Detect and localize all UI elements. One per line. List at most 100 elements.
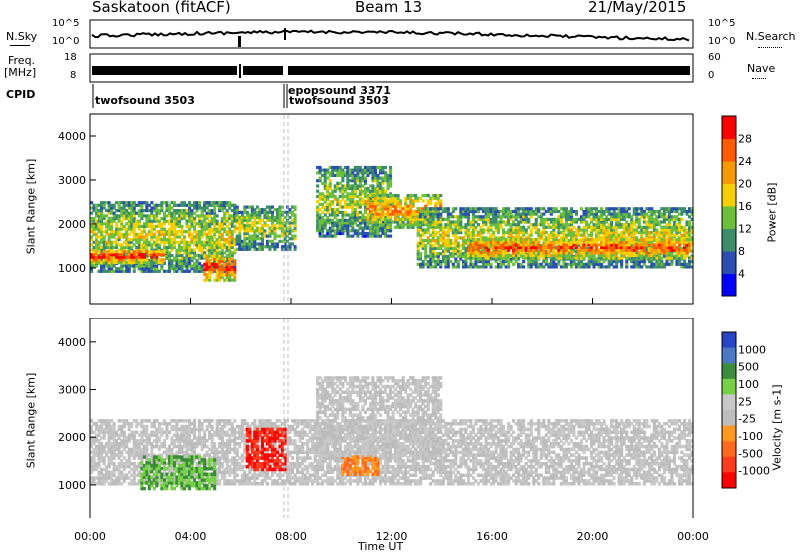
power-cell [685, 246, 689, 250]
power-cell [625, 262, 629, 266]
power-cell [193, 238, 197, 242]
power-cell [248, 242, 252, 246]
power-cell [270, 242, 274, 246]
power-cell [469, 265, 473, 269]
power-cell [95, 209, 99, 213]
power-cell [203, 267, 207, 272]
power-cell [592, 248, 596, 252]
power-cell [331, 221, 335, 225]
power-cell [225, 240, 229, 244]
power-cell [597, 260, 601, 264]
power-cell [167, 211, 171, 215]
power-cell [680, 233, 684, 237]
power-cell [215, 203, 219, 207]
power-cell [268, 205, 272, 209]
power-cell [499, 251, 503, 255]
power-cell [378, 171, 382, 175]
power-cell [532, 245, 536, 250]
power-cell [328, 218, 332, 222]
power-cell [167, 243, 171, 247]
power-cell [167, 238, 171, 242]
power-cell [205, 201, 209, 205]
power-cell [502, 256, 506, 260]
power-cell [170, 248, 174, 252]
power-cell [228, 265, 232, 269]
power-cell [130, 245, 134, 250]
power-cell [172, 240, 176, 244]
power-cell [585, 228, 589, 232]
power-cell [105, 240, 109, 244]
power-cell [492, 209, 496, 214]
power-cell [632, 220, 636, 224]
power-cell [288, 231, 292, 236]
power-cell [459, 207, 463, 211]
power-cell [120, 209, 124, 213]
power-cell [489, 209, 493, 214]
power-cell [167, 264, 171, 268]
power-cell [675, 217, 679, 221]
power-cell [615, 217, 619, 221]
power-cell [112, 235, 116, 239]
power-cell [142, 224, 146, 228]
power-cell [373, 176, 377, 180]
power-cell [333, 216, 337, 220]
power-cell [627, 248, 631, 252]
power-cell [170, 267, 174, 271]
power-cell [225, 216, 229, 221]
power-cell [115, 267, 119, 271]
power-cell [655, 215, 659, 219]
power-cell [449, 238, 453, 243]
power-cell [183, 216, 187, 221]
power-cell [117, 258, 121, 262]
power-cell [421, 199, 425, 203]
power-cell [600, 220, 604, 224]
power-cell [193, 264, 197, 268]
power-cell [487, 251, 491, 255]
power-cell [177, 235, 181, 239]
power-cell [549, 257, 553, 261]
power-cell [597, 231, 601, 235]
power-cell [155, 211, 159, 215]
power-cell [640, 209, 644, 214]
power-cell [670, 236, 674, 240]
power-cell [489, 217, 493, 221]
power-cell [401, 212, 405, 216]
power-cell [90, 264, 94, 268]
power-cell [522, 245, 526, 250]
power-cell [514, 236, 518, 240]
power-cell [481, 240, 485, 244]
power-cell [680, 246, 684, 250]
power-cell [564, 253, 568, 258]
power-cell [346, 221, 350, 225]
power-cell [419, 209, 423, 214]
power-cell [645, 212, 649, 216]
power-cell [381, 209, 385, 214]
power-cell [371, 192, 375, 196]
power-cell [167, 261, 171, 265]
power-cell [203, 209, 207, 213]
power-cell [110, 240, 114, 244]
power-cell [605, 220, 609, 224]
power-cell [569, 223, 573, 227]
power-cell [250, 224, 254, 228]
power-cell [225, 209, 229, 213]
power-cell [660, 251, 664, 255]
power-cell [514, 238, 518, 242]
freq-tick-top: 18 [64, 52, 77, 63]
power-cell [228, 201, 232, 205]
power-cell [552, 223, 556, 227]
power-cell [120, 250, 124, 254]
power-cell [527, 245, 531, 250]
power-cell [446, 262, 450, 266]
power-cell [497, 257, 501, 261]
power-cell [371, 187, 375, 191]
power-cell [102, 240, 106, 244]
power-cell [497, 236, 501, 240]
power-cell [145, 240, 149, 244]
power-cell [597, 251, 601, 255]
power-cell [107, 260, 111, 265]
power-cell [381, 208, 385, 212]
power-cell [627, 231, 631, 235]
power-cell [343, 202, 347, 206]
power-cell [474, 243, 478, 247]
